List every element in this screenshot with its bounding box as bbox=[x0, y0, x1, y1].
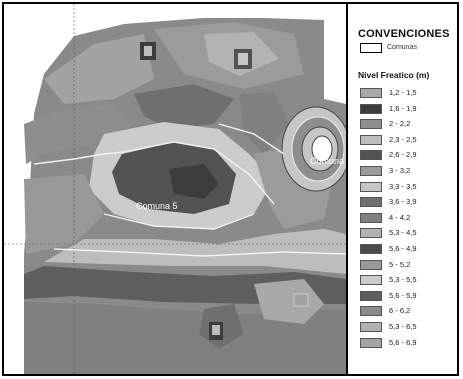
east-contour-hill bbox=[281, 106, 346, 192]
legend-label: 5,6 - 4,9 bbox=[389, 243, 417, 253]
legend-swatch bbox=[360, 228, 382, 239]
legend-title: CONVENCIONES bbox=[358, 28, 450, 40]
legend-subtitle: Nivel Freatico (m) bbox=[358, 70, 430, 80]
reference-grid bbox=[4, 4, 346, 374]
zone-patch bbox=[169, 164, 219, 199]
water-table-map: Comuna 5 Comuna bbox=[4, 4, 346, 374]
legend-swatch bbox=[360, 243, 382, 254]
map-figure-frame: Comuna 5 Comuna CONVENCIONES Comunas Niv… bbox=[2, 2, 459, 376]
north-pit-east bbox=[234, 49, 252, 69]
legend-label: 4 - 4,2 bbox=[389, 212, 411, 222]
legend-label: 2 - 2,2 bbox=[389, 119, 411, 129]
comunas-label: Comunas bbox=[387, 44, 417, 51]
legend-swatch bbox=[360, 181, 382, 192]
zone-band-south bbox=[24, 302, 346, 374]
legend-label: 2,6 - 2,9 bbox=[389, 150, 417, 160]
zone-band bbox=[44, 229, 346, 274]
zone-patch bbox=[24, 104, 134, 164]
zone-patch bbox=[239, 92, 289, 154]
legend-label: 5 - 5,2 bbox=[389, 259, 411, 269]
legend-swatch bbox=[360, 321, 382, 332]
legend-label: 5,6 - 5,9 bbox=[389, 290, 417, 300]
map-label-comuna-east: Comuna bbox=[310, 156, 344, 166]
legend-label: 5,6 - 6,9 bbox=[389, 337, 417, 347]
map-label-comuna-5: Comuna 5 bbox=[136, 201, 178, 211]
zone-patch bbox=[134, 84, 234, 129]
legend-label: 1,6 - 1,9 bbox=[389, 103, 417, 113]
legend-label: 5,3 - 6,5 bbox=[389, 321, 417, 331]
legend-swatch bbox=[360, 119, 382, 130]
legend-label: 5,3 - 5,5 bbox=[389, 275, 417, 285]
legend-label: 3 - 3,2 bbox=[389, 165, 411, 175]
legend-label: 3,3 - 3,5 bbox=[389, 181, 417, 191]
legend-label: 2,3 - 2,5 bbox=[389, 134, 417, 144]
legend-label: 1,2 - 1,5 bbox=[389, 88, 417, 97]
legend-swatch bbox=[360, 212, 382, 223]
legend-swatch bbox=[360, 306, 382, 317]
south-pit bbox=[209, 322, 223, 340]
legend-swatch bbox=[360, 165, 382, 176]
legend-swatch bbox=[360, 103, 382, 114]
legend-swatch bbox=[360, 150, 382, 161]
boundary-lines bbox=[33, 123, 346, 257]
legend-swatch bbox=[360, 259, 382, 270]
legend-swatch bbox=[360, 88, 382, 98]
legend-panel: CONVENCIONES Comunas Nivel Freatico (m) … bbox=[350, 4, 457, 374]
zone-patch bbox=[44, 34, 154, 104]
legend-label: 6 - 6,2 bbox=[389, 306, 411, 316]
comunas-swatch bbox=[360, 43, 382, 53]
legend-label: 5,3 - 4,5 bbox=[389, 228, 417, 238]
legend-swatch bbox=[360, 197, 382, 208]
north-pit-west bbox=[140, 42, 156, 60]
legend-swatch bbox=[360, 337, 382, 348]
zone-patch bbox=[254, 279, 324, 324]
legend-swatch bbox=[360, 134, 382, 145]
legend-swatch bbox=[360, 275, 382, 286]
map-panel: Comuna 5 Comuna bbox=[4, 4, 348, 374]
southeast-pit bbox=[293, 293, 309, 307]
zone-patch bbox=[24, 174, 104, 254]
legend-swatch bbox=[360, 290, 382, 301]
legend-label: 3,6 - 3,9 bbox=[389, 197, 417, 207]
